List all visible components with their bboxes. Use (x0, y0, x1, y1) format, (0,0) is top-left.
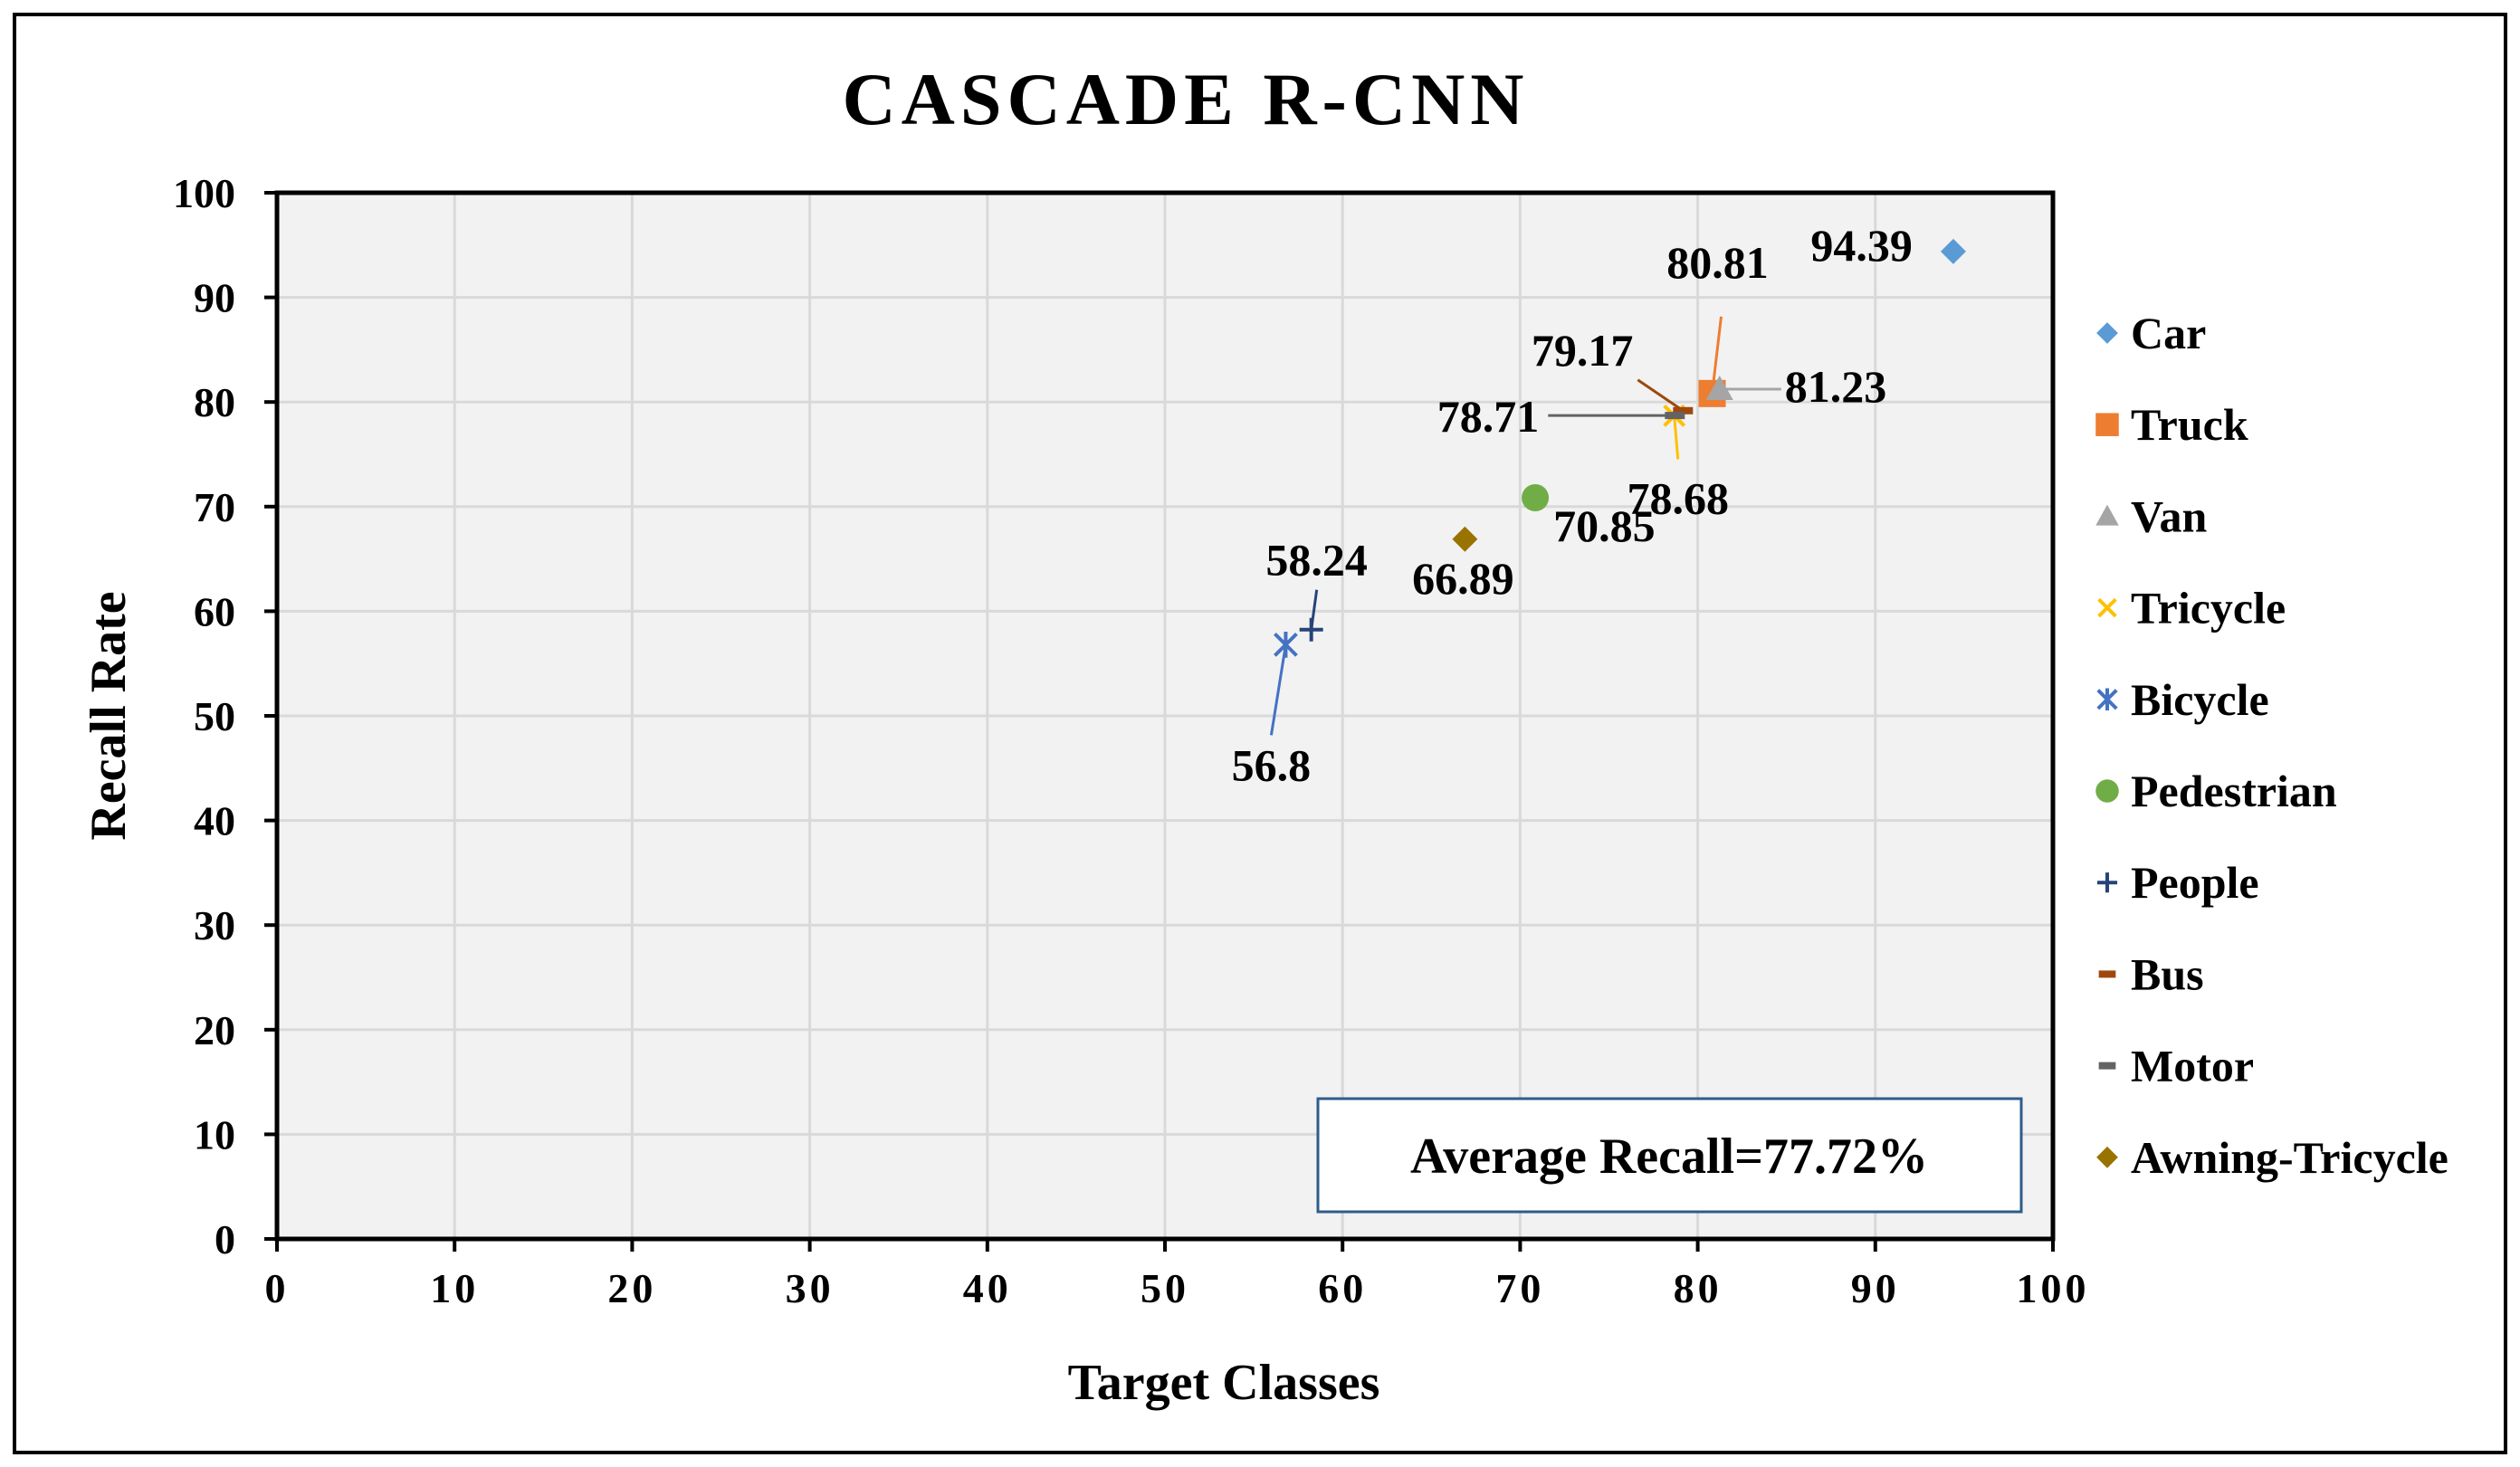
data-labels: 94.39 80.81 81.23 78.68 56.8 70.85 58.24 79.17 7… (1232, 220, 1913, 791)
legend-marker (2098, 1062, 2116, 1070)
data-label-bus: 79.17 (1532, 325, 1634, 376)
legend-label: Truck (2131, 399, 2248, 450)
x-tick-label: 40 (963, 1265, 1012, 1311)
legend-item: Bicycle (2096, 674, 2269, 725)
legend-marker (2096, 1146, 2118, 1168)
data-label-car: 94.39 (1810, 220, 1913, 271)
leader-line (1673, 415, 1680, 460)
x-tick-label: 0 (265, 1265, 290, 1311)
axis-ticks: 0 10 20 30 40 50 60 70 80 90 100 0 10 20 30 40 50 60 70 80 9… (173, 170, 2090, 1311)
legend-marker (2095, 413, 2119, 436)
data-label-awning-tricycle: 66.89 (1412, 553, 1514, 604)
y-tick-label: 50 (194, 693, 235, 739)
y-tick-label: 30 (194, 902, 235, 948)
average-recall-box (1316, 1097, 2023, 1214)
marker-motor (1665, 412, 1685, 420)
marker-bicycle (1274, 631, 1298, 658)
legend-marker (2096, 872, 2118, 893)
legend-label: Van (2131, 491, 2208, 541)
legend-item: Pedestrian (2095, 766, 2337, 816)
grid-lines (277, 193, 2053, 1239)
legend-item: Motor (2098, 1041, 2254, 1091)
legend-item: Van (2095, 491, 2208, 541)
legend-label: Bus (2131, 948, 2204, 999)
marker-van (1705, 375, 1733, 400)
legend-item: People (2096, 857, 2259, 908)
data-label-bicycle: 56.8 (1232, 739, 1312, 790)
x-tick-label: 50 (1141, 1265, 1189, 1311)
leader-line (1637, 378, 1685, 413)
y-tick-label: 20 (194, 1007, 235, 1053)
data-label-tricycle: 78.68 (1627, 472, 1729, 523)
legend: Car Truck Van Tricycle Bicycle Pedestrian Peop… (2095, 308, 2448, 1183)
legend-marker (2097, 597, 2117, 618)
legend-marker (2095, 779, 2119, 803)
legend-label: People (2131, 857, 2259, 908)
x-tick-label: 60 (1318, 1265, 1367, 1311)
data-label-people: 58.24 (1265, 535, 1368, 586)
legend-label: Tricycle (2131, 583, 2286, 633)
y-axis-title: Recall Rate (81, 591, 137, 840)
y-tick-label: 100 (173, 170, 235, 216)
legend-item: Tricycle (2097, 583, 2286, 633)
legend-item: Bus (2098, 948, 2204, 999)
average-recall-text: Average Recall=77.72% (1410, 1129, 1928, 1185)
legend-label: Motor (2131, 1041, 2254, 1091)
x-tick-label: 70 (1495, 1265, 1544, 1311)
x-tick-label: 90 (1851, 1265, 1900, 1311)
y-tick-label: 40 (194, 798, 235, 844)
x-tick-label: 30 (786, 1265, 835, 1311)
leader-line (1269, 644, 1287, 736)
legend-marker (2096, 322, 2118, 344)
plot-frame (274, 190, 2056, 1242)
marker-car (1940, 238, 1966, 264)
marker-bus (1673, 406, 1694, 414)
data-label-pedestrian: 70.85 (1553, 500, 1656, 551)
y-tick-label: 70 (194, 484, 235, 530)
legend-label: Awning-Tricycle (2131, 1132, 2448, 1183)
x-axis-title: Target Classes (1068, 1355, 1380, 1411)
x-tick-label: 10 (430, 1265, 479, 1311)
data-label-van: 81.23 (1785, 361, 1886, 412)
y-tick-label: 10 (194, 1111, 235, 1157)
legend-marker (2095, 504, 2119, 526)
data-markers (1274, 238, 1966, 658)
legend-marker (2096, 688, 2118, 711)
x-tick-label: 80 (1674, 1265, 1723, 1311)
y-tick-label: 60 (194, 588, 235, 634)
legend-item: Truck (2095, 399, 2248, 450)
y-tick-label: 0 (215, 1216, 235, 1262)
legend-label: Pedestrian (2131, 766, 2337, 816)
legend-item: Car (2096, 308, 2206, 358)
x-tick-label: 100 (2017, 1265, 2090, 1311)
data-label-truck: 80.81 (1666, 237, 1769, 288)
legend-label: Bicycle (2131, 674, 2269, 725)
legend-marker (2098, 970, 2116, 978)
marker-pedestrian (1522, 483, 1550, 511)
y-tick-label: 80 (194, 379, 235, 425)
y-tick-label: 90 (194, 275, 235, 321)
legend-item: Awning-Tricycle (2096, 1132, 2448, 1183)
chart-title: CASCADE R-CNN (842, 58, 1529, 140)
x-tick-label: 20 (607, 1265, 656, 1311)
legend-label: Car (2131, 308, 2206, 358)
marker-people (1299, 617, 1323, 642)
marker-awning-tricycle (1452, 526, 1478, 552)
data-label-motor: 78.71 (1437, 391, 1540, 442)
